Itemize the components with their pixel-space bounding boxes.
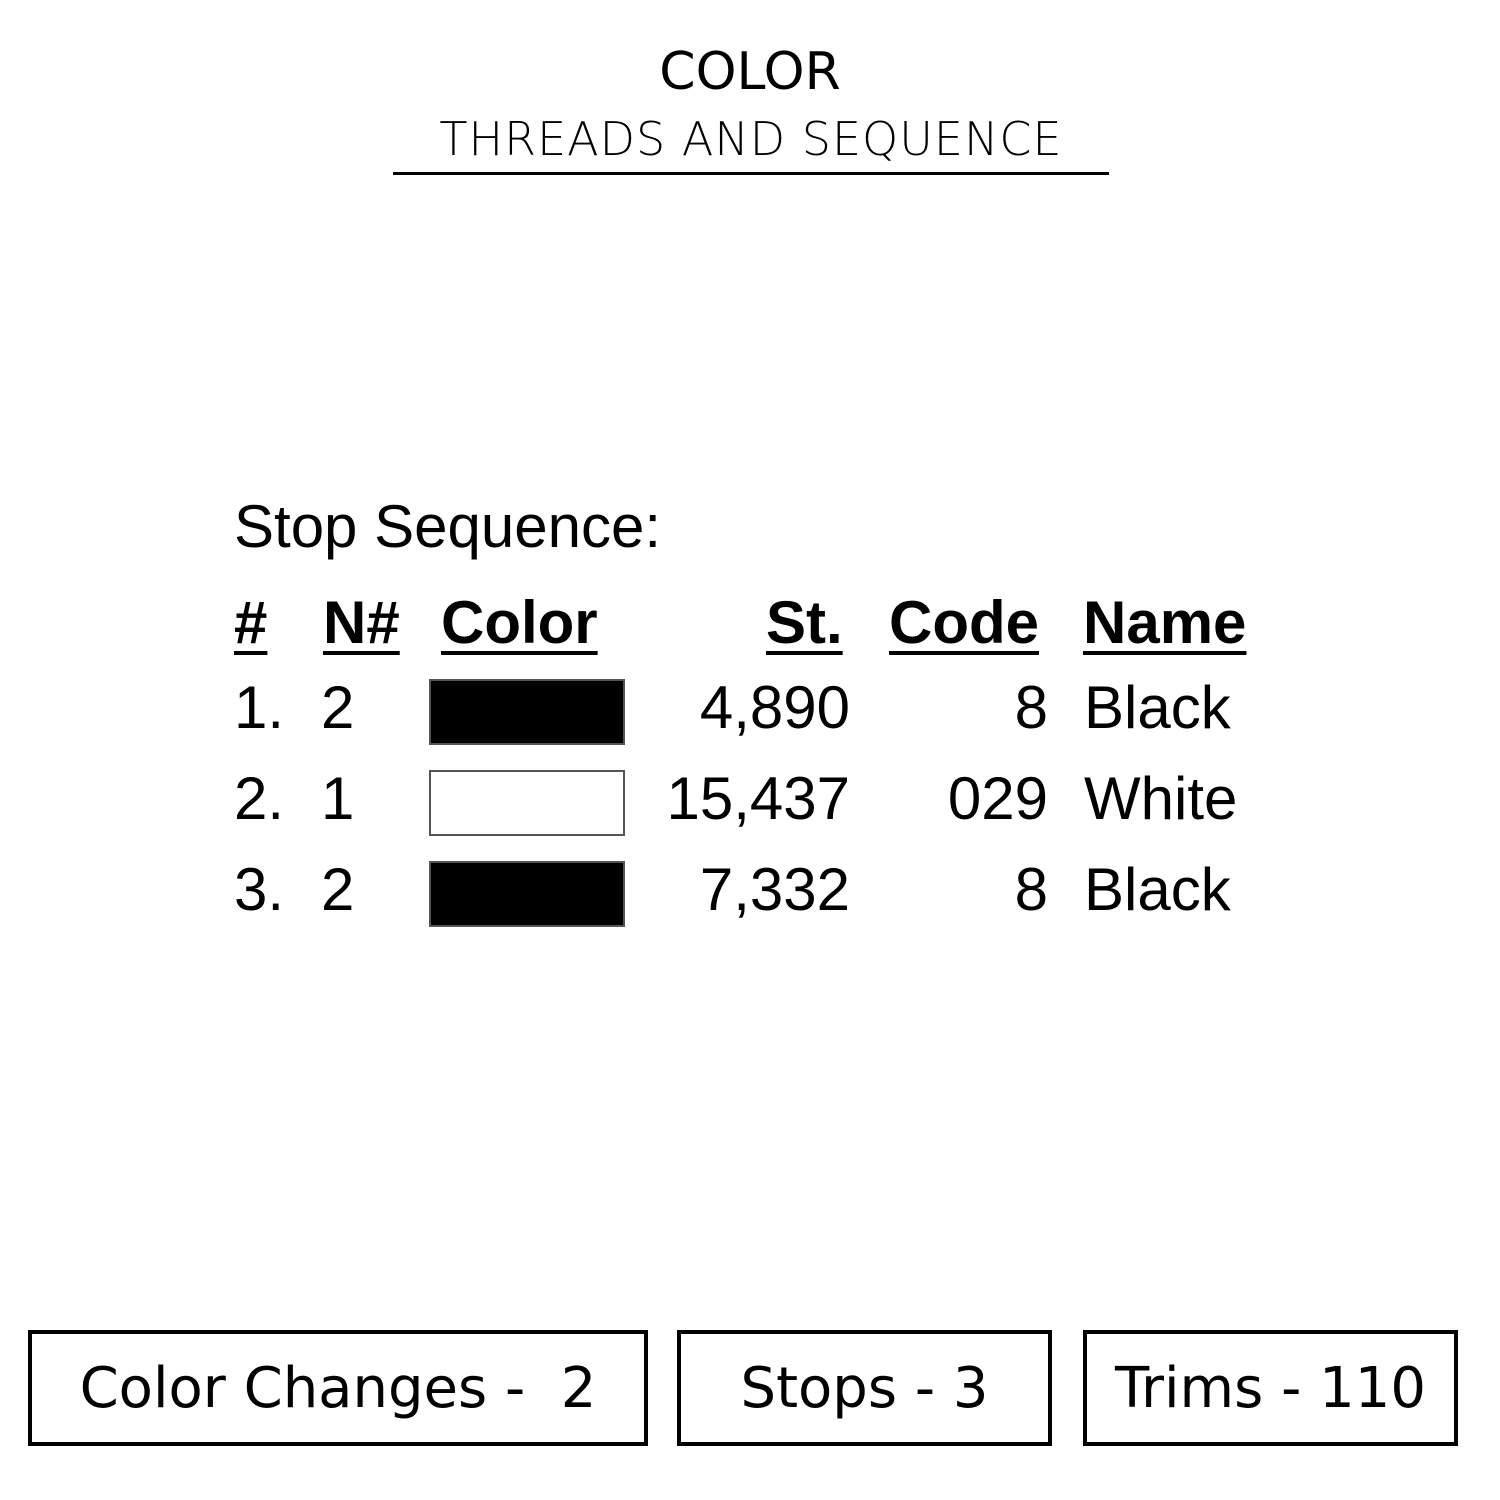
row-name: Black xyxy=(1084,856,1231,923)
row-num: 2. xyxy=(234,765,285,832)
color-swatch xyxy=(429,770,625,836)
row-code: 8 xyxy=(1014,674,1048,741)
color-swatch xyxy=(429,679,625,745)
trims-box: Trims - 110 xyxy=(1083,1330,1458,1446)
header-needle: N# xyxy=(323,589,400,656)
row-num: 3. xyxy=(234,856,285,923)
row-num: 1. xyxy=(234,674,285,741)
page-title: COLOR xyxy=(659,42,841,102)
header-color: Color xyxy=(441,589,598,656)
color-changes-box: Color Changes - 2 xyxy=(28,1330,648,1446)
stop-sequence-label: Stop Sequence: xyxy=(234,493,662,560)
header-name: Name xyxy=(1083,589,1247,656)
header-stitches: St. xyxy=(766,589,843,656)
color-swatch xyxy=(429,861,625,927)
row-needle: 2 xyxy=(321,856,355,923)
stops-box: Stops - 3 xyxy=(677,1330,1052,1446)
row-needle: 1 xyxy=(321,765,355,832)
row-stitches: 15,437 xyxy=(666,765,850,832)
row-needle: 2 xyxy=(321,674,355,741)
row-name: White xyxy=(1084,765,1238,832)
header-code: Code xyxy=(889,589,1039,656)
row-name: Black xyxy=(1084,674,1231,741)
row-code: 029 xyxy=(947,765,1048,832)
header-num: # xyxy=(234,589,268,656)
row-stitches: 4,890 xyxy=(699,674,850,741)
row-stitches: 7,332 xyxy=(699,856,850,923)
row-code: 8 xyxy=(1014,856,1048,923)
page-subtitle: THREADS AND SEQUENCE xyxy=(393,112,1109,175)
